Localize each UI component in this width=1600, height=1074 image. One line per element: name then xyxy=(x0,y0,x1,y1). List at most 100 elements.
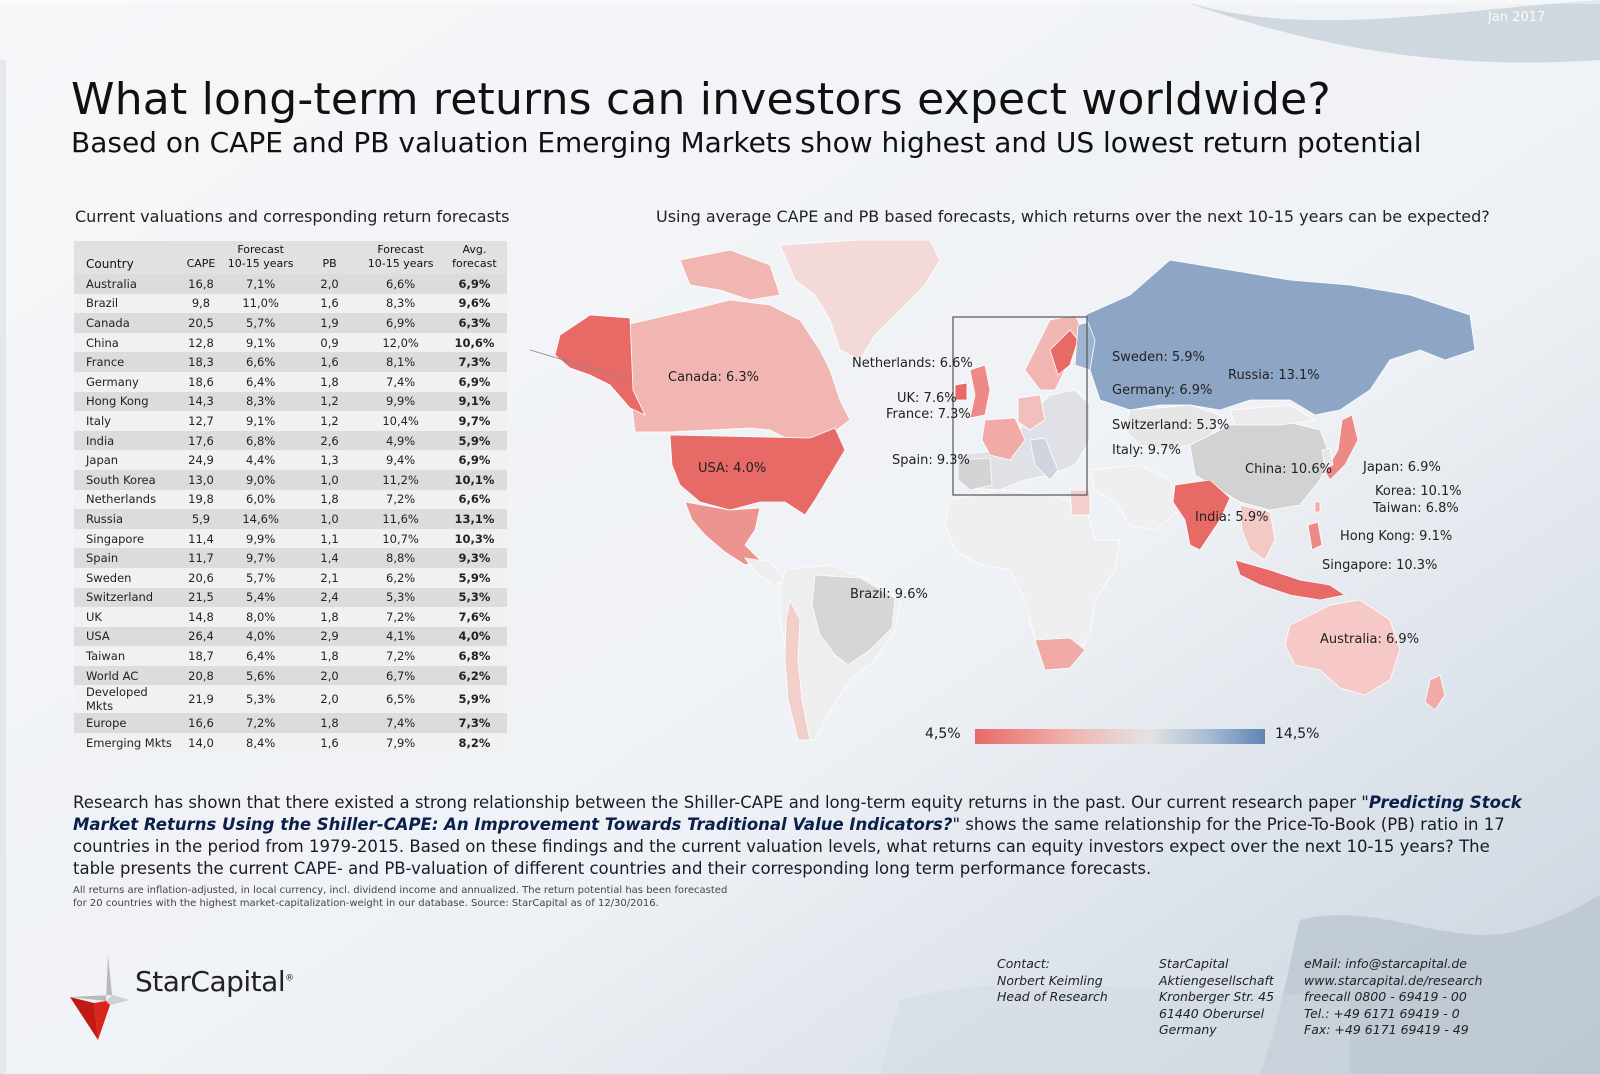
cell-country: Netherlands xyxy=(74,489,181,510)
website-link[interactable]: www.starcapital.de/research xyxy=(1304,972,1483,988)
label-spain: Spain: 9.3% xyxy=(892,453,970,468)
cell-cape: 18,6 xyxy=(180,371,222,392)
cell-pb-forecast: 12,0% xyxy=(359,332,442,353)
cell-cape-forecast: 7,1% xyxy=(221,274,300,294)
alaska-shape xyxy=(554,314,646,416)
cell-cape-forecast: 6,8% xyxy=(221,430,300,451)
cell-country: Switzerland xyxy=(74,587,181,608)
cell-country: Europe xyxy=(74,713,181,734)
cell-avg-forecast: 9,1% xyxy=(441,391,507,412)
label-japan: Japan: 6.9% xyxy=(1363,460,1441,475)
email-link[interactable]: eMail: info@starcapital.de xyxy=(1304,956,1467,971)
cell-cape: 20,8 xyxy=(180,665,222,686)
label-canada: Canada: 6.3% xyxy=(668,370,760,385)
cell-country: Developed Mkts xyxy=(74,685,181,714)
table-row: Switzerland 21,5 5,4% 2,4 5,3% 5,3% xyxy=(74,587,507,608)
cell-cape-forecast: 8,3% xyxy=(221,391,300,412)
cell-pb: 2,0 xyxy=(299,665,360,686)
cell-cape-forecast: 5,4% xyxy=(221,587,300,608)
contact-line: Norbert Keimling xyxy=(997,972,1103,988)
contact-line: 61440 Oberursel xyxy=(1159,1005,1265,1021)
france-shape xyxy=(981,417,1026,461)
cell-pb-forecast: 11,2% xyxy=(359,469,442,490)
cell-cape-forecast: 11,0% xyxy=(221,293,300,314)
cell-cape: 17,6 xyxy=(180,430,222,451)
table-row: World AC 20,8 5,6% 2,0 6,7% 6,2% xyxy=(74,665,507,686)
starcapital-logo[interactable]: StarCapital® xyxy=(70,955,310,1045)
cell-pb-forecast: 6,7% xyxy=(359,665,442,686)
header-cape: CAPE xyxy=(180,241,222,274)
cell-cape-forecast: 9,1% xyxy=(221,332,300,353)
contact-line: Contact: xyxy=(997,956,1050,971)
label-korea: Korea: 10.1% xyxy=(1375,484,1462,499)
table-row: Emerging Mkts 14,0 8,4% 1,6 7,9% 8,2% xyxy=(74,733,507,753)
cell-avg-forecast: 5,9% xyxy=(441,567,507,588)
africa-shape xyxy=(944,489,1121,671)
cell-pb: 1,8 xyxy=(299,489,360,510)
table-row: Sweden 20,6 5,7% 2,1 6,2% 5,9% xyxy=(74,567,507,588)
table-row: Netherlands 19,8 6,0% 1,8 7,2% 6,6% xyxy=(74,489,507,510)
cell-cape: 19,8 xyxy=(180,489,222,510)
label-usa: USA: 4.0% xyxy=(698,461,767,476)
cell-cape: 20,5 xyxy=(180,313,222,333)
cell-pb-forecast: 10,7% xyxy=(359,528,442,549)
table-row: Italy 12,7 9,1% 1,2 10,4% 9,7% xyxy=(74,411,507,431)
table-row: Spain 11,7 9,7% 1,4 8,8% 9,3% xyxy=(74,548,507,568)
cell-cape: 12,8 xyxy=(180,332,222,353)
cell-cape-forecast: 7,2% xyxy=(221,713,300,734)
cell-cape: 26,4 xyxy=(180,626,222,647)
cell-pb-forecast: 4,1% xyxy=(359,626,442,647)
indonesia-shape xyxy=(1234,559,1347,601)
legend-min: 4,5% xyxy=(925,726,961,742)
cell-cape: 13,0 xyxy=(180,469,222,490)
cell-country: Russia xyxy=(74,509,181,529)
cell-cape: 20,6 xyxy=(180,567,222,588)
cell-cape-forecast: 8,4% xyxy=(221,733,300,753)
philippines-shape xyxy=(1307,521,1323,551)
cell-avg-forecast: 5,9% xyxy=(441,430,507,451)
cell-pb: 1,8 xyxy=(299,607,360,627)
cell-cape-forecast: 6,4% xyxy=(221,371,300,392)
header-avg-bottom: forecast xyxy=(452,257,497,270)
south-africa-shape xyxy=(1034,637,1086,671)
cell-country: Germany xyxy=(74,371,181,392)
cell-cape-forecast: 6,0% xyxy=(221,489,300,510)
ireland-shape xyxy=(954,382,968,401)
cell-country: Australia xyxy=(74,274,181,294)
label-brazil: Brazil: 9.6% xyxy=(850,587,928,602)
cell-cape-forecast: 4,0% xyxy=(221,626,300,647)
cell-country: Sweden xyxy=(74,567,181,588)
cell-cape: 16,8 xyxy=(180,274,222,294)
italy-shape xyxy=(1029,437,1059,481)
cell-cape: 24,9 xyxy=(180,450,222,470)
contact-person: Contact: Norbert Keimling Head of Resear… xyxy=(997,956,1108,1006)
cell-country: USA xyxy=(74,626,181,647)
cell-cape-forecast: 14,6% xyxy=(221,509,300,529)
table-row: India 17,6 6,8% 2,6 4,9% 5,9% xyxy=(74,430,507,451)
label-australia: Australia: 6.9% xyxy=(1320,632,1420,647)
cell-country: France xyxy=(74,352,181,372)
cell-pb: 1,1 xyxy=(299,528,360,549)
label-germany: Germany: 6.9% xyxy=(1112,383,1213,398)
cell-avg-forecast: 7,6% xyxy=(441,607,507,627)
cell-cape: 5,9 xyxy=(180,509,222,529)
cell-cape: 11,4 xyxy=(180,528,222,549)
cell-avg-forecast: 6,3% xyxy=(441,313,507,333)
table-row: Russia 5,9 14,6% 1,0 11,6% 13,1% xyxy=(74,509,507,529)
color-legend: 4,5% 14,5% xyxy=(925,726,1345,746)
table-row: Japan 24,9 4,4% 1,3 9,4% 6,9% xyxy=(74,450,507,470)
star-logo-icon xyxy=(70,955,130,1040)
paper-title-link[interactable]: Predicting Stock Market Returns Using th… xyxy=(73,793,1522,834)
cell-avg-forecast: 6,9% xyxy=(441,371,507,392)
table-row: Canada 20,5 5,7% 1,9 6,9% 6,3% xyxy=(74,313,507,333)
header-cape-forecast-bottom: 10-15 years xyxy=(227,257,294,270)
cell-cape-forecast: 5,7% xyxy=(221,313,300,333)
cell-pb-forecast: 7,9% xyxy=(359,733,442,753)
cell-country: China xyxy=(74,332,181,353)
table-row: South Korea 13,0 9,0% 1,0 11,2% 10,1% xyxy=(74,469,507,490)
cell-pb: 1,2 xyxy=(299,411,360,431)
india-shape xyxy=(1172,479,1231,551)
label-singapore: Singapore: 10.3% xyxy=(1322,558,1438,573)
cell-cape: 11,7 xyxy=(180,548,222,568)
table-caption: Current valuations and corresponding ret… xyxy=(75,207,510,226)
